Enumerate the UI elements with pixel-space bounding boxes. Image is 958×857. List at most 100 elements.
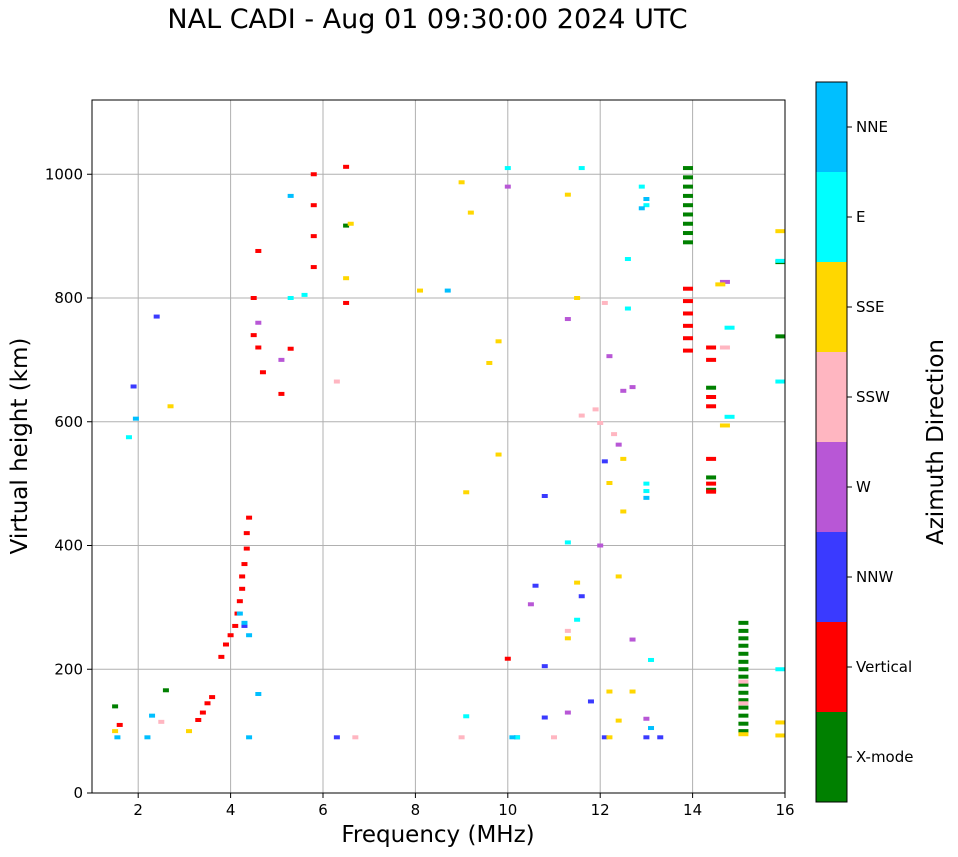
data-point-x-mode [682,175,693,180]
data-point-nne [144,735,151,740]
data-point-vertical [259,370,266,375]
data-point-x-mode [682,221,693,226]
data-point-nnw [333,735,340,740]
data-point-nne [246,633,253,638]
data-point-sse [167,404,174,409]
data-point-nne [643,197,650,201]
data-point-sse [606,735,613,740]
data-point-nne [509,735,516,740]
data-point-x-mode [738,674,749,679]
data-point-sse [112,729,119,734]
data-point-nnw [601,459,608,464]
data-point-w [620,388,627,393]
colorbar-tick-label: NNW [856,568,893,586]
data-point-w [564,710,571,715]
data-point-vertical [236,599,243,604]
grid-lines [92,100,786,794]
colorbar-swatch [816,172,847,262]
data-point-e [574,617,581,622]
colorbar-swatch [816,262,847,352]
data-point-sse [606,481,613,486]
data-point-e [125,435,132,440]
data-point-vertical [241,562,248,567]
data-point-nne [236,611,243,616]
data-point-sse [615,574,622,579]
data-point-ssw [564,628,571,633]
data-point-vertical [706,489,717,494]
data-point-sse [486,360,493,365]
data-point-vertical [682,348,693,353]
data-point-vertical [204,701,211,706]
plot-frame [91,99,786,794]
data-point-nne [638,206,645,211]
x-tick-label: 16 [775,801,794,819]
data-point-sse [564,636,571,641]
data-point-sse [775,720,786,725]
chart-title: NAL CADI - Aug 01 09:30:00 2024 UTC [167,4,688,35]
data-point-nnw [532,583,539,588]
data-point-vertical [682,286,693,291]
data-point-w [504,184,511,189]
data-point-nne [132,416,139,421]
data-point-vertical [287,346,294,351]
data-point-sse [343,276,350,281]
data-point-sse [463,490,470,495]
data-point-x-mode [738,698,749,703]
data-point-nne [246,735,253,740]
data-point-vertical [243,546,250,551]
data-point-vertical [706,456,717,461]
data-point-w [255,320,262,325]
data-point-sse [186,729,193,734]
data-point-ssw [601,300,608,305]
y-tick-label: 200 [54,660,83,678]
data-point-sse [347,221,354,226]
data-point-sse [574,296,581,300]
colorbar-swatch [816,532,847,622]
data-point-ssw [458,735,465,740]
colorbar-frame [815,81,848,803]
data-point-x-mode [682,184,693,189]
data-point-e [287,296,294,300]
data-point-sse [606,689,613,694]
data-point-vertical [227,633,234,638]
data-point-w [629,637,636,642]
data-point-x-mode [112,704,119,709]
data-point-ssw [611,432,618,437]
colorbar-swatch [816,622,847,712]
data-points [112,164,786,740]
data-point-x-mode [738,713,749,718]
y-tick-label: 800 [54,289,83,307]
y-tick-label: 600 [54,413,83,431]
y-tick-label: 400 [54,537,83,555]
data-point-e [624,257,631,262]
data-point-e [724,325,735,330]
y-tick-label: 1000 [45,165,83,183]
data-point-sse [629,689,636,694]
data-point-e [463,714,470,719]
data-point-x-mode [738,620,749,625]
data-point-ssw [597,420,604,425]
data-point-e [514,735,521,740]
colorbar: X-mode Vertical NNW W SSW SSE E NNE [815,81,913,803]
data-point-x-mode [738,651,749,656]
data-point-vertical [682,299,693,304]
data-point-sse [620,456,627,461]
data-point-w [615,442,622,447]
data-point-x-mode [738,628,749,633]
x-tick-label: 2 [133,801,143,819]
data-point-nnw [657,735,664,740]
data-point-sse [615,718,622,723]
data-point-sse [715,282,726,287]
data-point-vertical [706,395,717,399]
data-point-vertical [250,333,257,338]
data-point-x-mode [706,475,717,480]
data-point-ssw [592,407,599,412]
data-point-e [624,306,631,311]
data-point-w [719,279,730,284]
data-point-x-mode [682,240,693,245]
data-point-nnw [241,623,248,628]
data-point-x-mode [706,385,717,390]
x-tick-label: 14 [683,801,702,819]
data-point-nnw [643,735,650,740]
